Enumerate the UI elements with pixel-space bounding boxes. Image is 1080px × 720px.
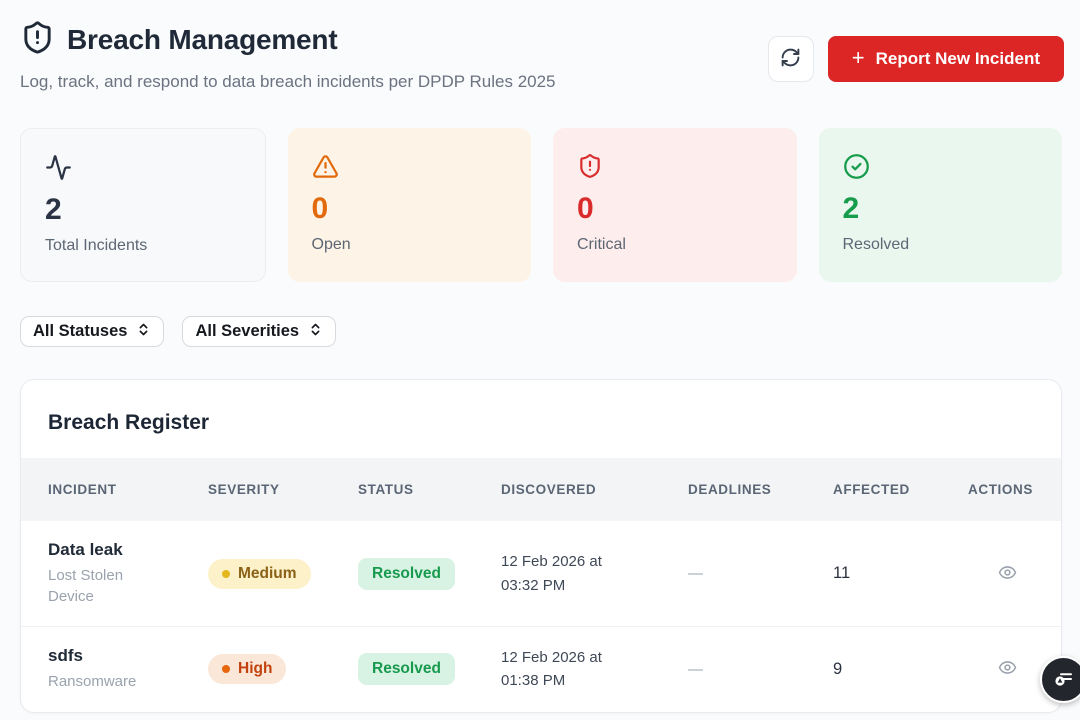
stat-card-resolved: 2 Resolved [818, 128, 1062, 282]
eye-icon [998, 563, 1017, 585]
table-row: Data leak Lost Stolen Device Medium Reso… [21, 521, 1061, 627]
severity-dot-icon [222, 665, 230, 674]
shield-alert-icon [577, 152, 773, 180]
page-subtitle: Log, track, and respond to data breach i… [20, 72, 556, 91]
table-body: Data leak Lost Stolen Device Medium Reso… [21, 521, 1061, 712]
status-badge: Resolved [358, 557, 455, 590]
incident-type: Lost Stolen Device [48, 567, 124, 605]
stat-label: Resolved [842, 236, 910, 253]
stat-card-open: 0 Open [287, 128, 531, 282]
activity-icon [45, 153, 241, 181]
table-row: sdfs Ransomware High Resolved 12 Feb 202… [21, 627, 1061, 712]
column-header-severity: SEVERITY [208, 482, 280, 497]
severity-badge: High [208, 654, 287, 685]
view-incident-button[interactable] [996, 656, 1019, 682]
column-header-actions: ACTIONS [968, 482, 1033, 497]
report-button-label: Report New Incident [875, 49, 1040, 68]
column-header-incident: INCIDENT [48, 482, 117, 497]
check-circle-icon [843, 152, 1039, 180]
chevrons-up-down-icon [136, 322, 151, 342]
page-header: Breach Management Log, track, and respon… [20, 20, 1064, 92]
view-incident-button[interactable] [996, 561, 1019, 587]
stat-card-critical: 0 Critical [553, 128, 797, 282]
feedback-widget-button[interactable] [1040, 656, 1080, 703]
affected-count: 11 [833, 564, 851, 582]
report-new-incident-button[interactable]: + Report New Incident [827, 36, 1064, 82]
stat-label: Critical [577, 236, 626, 253]
eye-icon [998, 658, 1017, 680]
breach-register-title: Breach Register [48, 411, 210, 434]
severity-label: Medium [238, 564, 297, 582]
deadlines-value: — [688, 660, 703, 678]
stat-value: 2 [45, 193, 62, 226]
stats-row: 2 Total Incidents 0 Open 0 [20, 128, 1062, 282]
refresh-icon [780, 47, 801, 71]
page-title: Breach Management [67, 24, 338, 55]
severity-filter-value: All Severities [195, 322, 300, 340]
incident-type: Ransomware [48, 673, 137, 691]
stat-card-total-incidents: 2 Total Incidents [20, 128, 266, 282]
incident-title: Data leak [48, 540, 123, 559]
severity-filter-select[interactable]: All Severities [182, 316, 337, 347]
severity-label: High [238, 660, 273, 678]
chevrons-up-down-icon [308, 322, 323, 342]
incident-title: sdfs [48, 646, 83, 666]
refresh-button[interactable] [767, 36, 814, 82]
alert-triangle-icon [312, 152, 508, 180]
shield-alert-icon [20, 20, 55, 60]
status-filter-value: All Statuses [33, 322, 128, 340]
column-header-status: STATUS [358, 482, 414, 497]
severity-badge: Medium [208, 558, 311, 589]
stat-label: Open [311, 236, 351, 253]
severity-dot-icon [222, 569, 230, 578]
list-widget-icon [1053, 667, 1075, 692]
filters-row: All Statuses All Severities [20, 316, 1062, 347]
status-badge: Resolved [358, 653, 455, 686]
table-header-row: INCIDENT SEVERITY STATUS DISCOVERED DEAD… [21, 458, 1061, 521]
breach-register-card: Breach Register INCIDENT SEVERITY STATUS… [20, 379, 1062, 713]
stat-value: 2 [842, 192, 860, 225]
column-header-discovered: DISCOVERED [501, 482, 597, 497]
plus-icon: + [851, 45, 865, 70]
affected-count: 9 [833, 659, 843, 678]
stat-value: 0 [577, 192, 594, 225]
column-header-affected: AFFECTED [833, 482, 910, 497]
deadlines-value: — [688, 565, 703, 582]
stat-label: Total Incidents [45, 237, 148, 254]
discovered-date: 12 Feb 2026 at 01:38 PM [501, 649, 602, 690]
column-header-deadlines: DEADLINES [688, 482, 772, 497]
status-filter-select[interactable]: All Statuses [20, 316, 165, 347]
stat-value: 0 [311, 192, 329, 225]
discovered-date: 12 Feb 2026 at 03:32 PM [501, 553, 602, 594]
